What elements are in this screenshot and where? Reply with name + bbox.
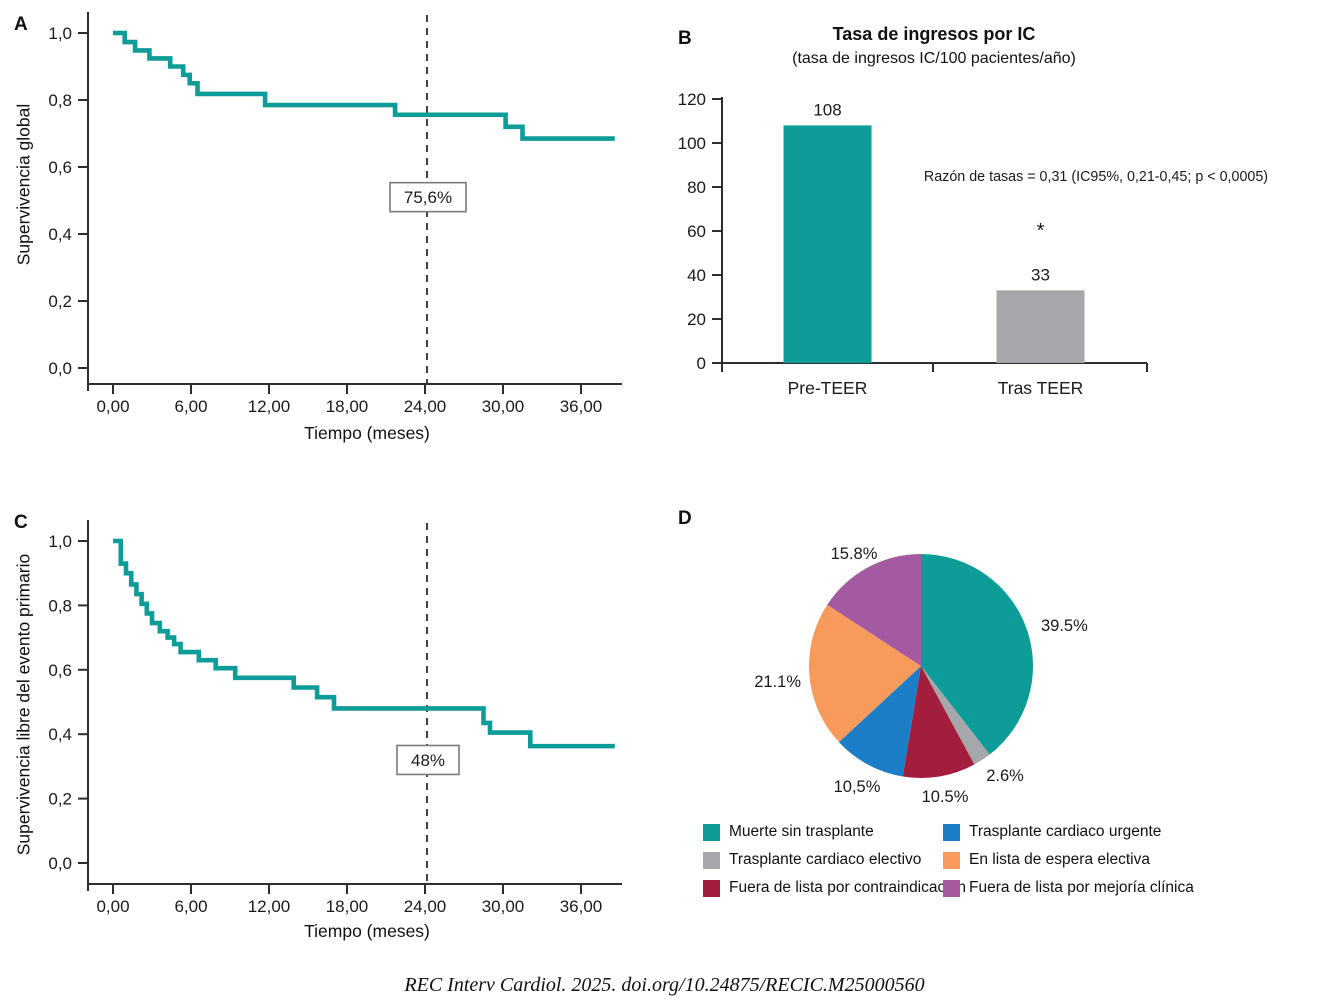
- panel-a-x-tick-label: 24,00: [404, 397, 447, 416]
- panel-c-chart: 1,0 0,8 0,6 0,4 0,2 0,0 0,00 6,00 12,00 18,00 24,0…: [48, 520, 622, 916]
- legend-label: Muerte sin trasplante: [729, 823, 874, 840]
- panel-c-survival-curve: [113, 538, 615, 749]
- panel-b-letter: B: [678, 28, 692, 49]
- legend-swatch-gray: [703, 851, 720, 869]
- pie-slice-4: [809, 604, 921, 743]
- panel-a-annotation-label: 75,6%: [404, 188, 452, 207]
- panel-c-annotation-label: 48%: [411, 751, 445, 770]
- panel-c-x-axis-title: Tiempo (meses): [304, 921, 430, 941]
- panel-c-y-tick-label: 1,0: [48, 532, 72, 551]
- panel-c-y-tick-label: 0,4: [48, 725, 72, 744]
- pie-slice-1: [921, 666, 990, 765]
- legend-swatch-blue: [943, 823, 960, 841]
- panel-c-x-tick-label: 18,00: [326, 897, 369, 916]
- panel-c-annotation-box: [396, 744, 460, 776]
- panel-b-y-tick-label: 120: [678, 90, 706, 109]
- panel-c-x-tick-label: 24,00: [404, 897, 447, 916]
- panel-a-y-tick-label: 1,0: [48, 24, 72, 43]
- citation-text: REC Interv Cardiol. 2025. doi.org/10.248…: [404, 974, 925, 996]
- panel-b-subtitle: (tasa de ingresos IC/100 pacientes/año): [792, 50, 1076, 67]
- panel-c-y-tick-label: 0,0: [48, 854, 72, 873]
- panel-b-y-tick-label: 20: [687, 310, 706, 329]
- legend-label: En lista de espera electiva: [969, 851, 1150, 868]
- panel-c-x-tick-label: 30,00: [482, 897, 525, 916]
- panel-a-annotation-box: [389, 181, 467, 213]
- pie-slice-percent-label-3: 10,5%: [834, 778, 881, 796]
- legend-label: Fuera de lista por mejoría clínica: [969, 879, 1194, 896]
- legend-item-5: Fuera de lista por mejoría clínica: [943, 879, 1194, 897]
- pie-slice-2: [902, 666, 975, 779]
- pie-slice-percent-label-1: 2.6%: [986, 767, 1024, 785]
- panel-a-y-tick-label: 0,4: [48, 225, 72, 244]
- pie-legend-column-2: Trasplante cardiaco urgente En lista de e…: [943, 823, 1194, 897]
- panel-a-x-axis-title: Tiempo (meses): [304, 423, 430, 443]
- pie-slice-0: [921, 554, 1034, 755]
- legend-label: Fuera de lista por contraindicación: [729, 879, 966, 896]
- pie-slice-percent-label-5: 15.8%: [831, 545, 878, 563]
- pie-slice-3: [838, 666, 921, 777]
- panel-b-bar-tras-teer: [996, 290, 1085, 363]
- panel-c-y-tick-label: 0,8: [48, 596, 72, 615]
- panel-b-bar-value-label: 108: [813, 100, 841, 119]
- panel-b-bar-value-label: 33: [1031, 265, 1050, 284]
- panel-d-letter: D: [678, 508, 692, 529]
- panel-c-x-tick-label: 6,00: [174, 897, 207, 916]
- panel-b-bar-pre-teer: [783, 125, 872, 364]
- panel-a-axes: [87, 12, 622, 391]
- panel-a-chart: 1,0 0,8 0,6 0,4 0,2 0,0 0,00 6,00 12,00 18,00 24,0…: [48, 12, 622, 416]
- legend-swatch-red: [703, 879, 720, 897]
- panel-b-y-tick-label: 60: [687, 222, 706, 241]
- legend-swatch-orange: [943, 851, 960, 869]
- panel-a-x-tick-label: 18,00: [326, 397, 369, 416]
- panel-a-y-tick-label: 0,6: [48, 158, 72, 177]
- legend-item-4: En lista de espera electiva: [943, 851, 1194, 869]
- panel-a-survival-curve: [113, 30, 615, 141]
- panel-a-x-tick-label: 6,00: [174, 397, 207, 416]
- panel-a-x-tick-label: 36,00: [560, 397, 603, 416]
- panel-b-y-tick-label: 80: [687, 178, 706, 197]
- legend-swatch-teal: [703, 823, 720, 841]
- panel-b-y-tick-label: 40: [687, 266, 706, 285]
- panel-c-x-tick-label: 36,00: [560, 897, 603, 916]
- panel-c-axes: [87, 520, 622, 891]
- legend-label: Trasplante cardiaco electivo: [729, 851, 922, 868]
- panel-b-title: Tasa de ingresos por IC: [832, 24, 1036, 44]
- pie-legend-column-1: Muerte sin trasplante Trasplante cardiaco…: [703, 823, 966, 897]
- panel-c-x-tick-label: 12,00: [248, 897, 291, 916]
- pie-slice-5: [827, 554, 921, 666]
- legend-swatch-purple: [943, 879, 960, 897]
- legend-item-1: Trasplante cardiaco electivo: [703, 851, 966, 869]
- panel-d-chart: 39.5% 2.6% 10.5% 10,5% 21.1% 15.8%: [754, 545, 1088, 806]
- panel-c-y-tick-label: 0,2: [48, 790, 72, 809]
- legend-item-3: Trasplante cardiaco urgente: [943, 823, 1194, 841]
- panel-a-x-tick-label: 0,00: [96, 397, 129, 416]
- panel-a-y-tick-label: 0,0: [48, 359, 72, 378]
- panel-a-x-tick-label: 30,00: [482, 397, 525, 416]
- panel-a-letter: A: [14, 14, 28, 35]
- panel-c-y-tick-label: 0,6: [48, 661, 72, 680]
- panel-b-category-label: Tras TEER: [998, 378, 1084, 398]
- legend-item-2: Fuera de lista por contraindicación: [703, 879, 966, 897]
- panel-b-annotation: Razón de tasas = 0,31 (IC95%, 0,21-0,45;…: [924, 169, 1268, 185]
- panel-a-y-tick-label: 0,8: [48, 91, 72, 110]
- panel-b-category-label: Pre-TEER: [788, 378, 868, 398]
- panel-b-y-tick-label: 0: [697, 354, 706, 373]
- panel-c-letter: C: [14, 512, 28, 533]
- pie-slice-percent-label-0: 39.5%: [1041, 617, 1088, 635]
- pie-slice-percent-label-2: 10.5%: [922, 788, 969, 806]
- panel-a-y-tick-label: 0,2: [48, 292, 72, 311]
- panel-b-axes: [721, 97, 1148, 372]
- panel-c-x-tick-label: 0,00: [96, 897, 129, 916]
- legend-label: Trasplante cardiaco urgente: [969, 823, 1162, 840]
- panel-b-significance-marker: *: [1037, 220, 1045, 242]
- panel-b-chart: 0 20 40 60 80 100 120 108 Pre-TEER 33 Tras TEER * Ra…: [678, 90, 1268, 398]
- panel-a-x-tick-label: 12,00: [248, 397, 291, 416]
- panel-b-y-tick-label: 100: [678, 134, 706, 153]
- pie-slice-percent-label-4: 21.1%: [754, 673, 801, 691]
- legend-item-0: Muerte sin trasplante: [703, 823, 966, 841]
